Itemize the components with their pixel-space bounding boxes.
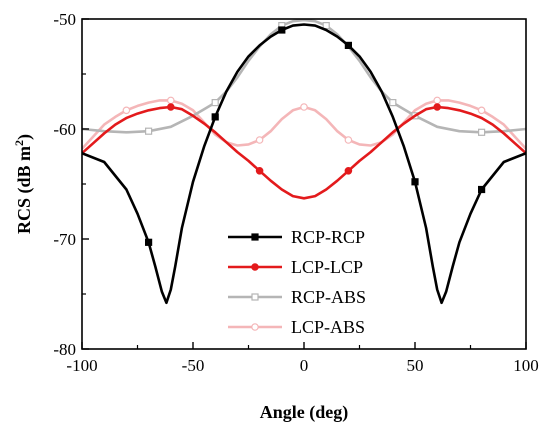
legend-item-rcp-abs: RCP-ABS — [228, 287, 366, 307]
data-point-rcp-rcp — [278, 26, 286, 34]
series-rcp-rcp — [82, 23, 526, 305]
y-axis-title-main: RCS (dB m — [14, 146, 35, 234]
data-point-rcp-abs — [211, 98, 219, 107]
data-point-lcp-lcp — [433, 103, 442, 111]
legend-item-lcp-lcp: LCP-LCP — [228, 257, 363, 277]
x-tick-label: 50 — [407, 356, 424, 375]
legend-label-rcp-abs: RCP-ABS — [291, 287, 366, 307]
legend-marker-lcp-lcp — [251, 263, 259, 271]
series-line-rcp-rcp — [82, 23, 526, 305]
y-axis-title-superscript: 2 — [12, 140, 26, 146]
x-tick-label: 0 — [300, 356, 309, 375]
data-point-lcp-abs — [477, 106, 486, 115]
data-point-rcp-rcp — [211, 113, 219, 121]
y-axis-title-close: ) — [14, 134, 35, 140]
y-tick-label: -80 — [53, 340, 76, 359]
legend-label-lcp-abs: LCP-ABS — [291, 317, 365, 337]
data-point-rcp-abs — [478, 128, 486, 136]
series-rcp-abs — [82, 19, 526, 136]
legend-marker-rcp-abs — [251, 293, 259, 301]
y-axis-title: RCS (dB m2) — [12, 134, 35, 234]
series-lcp-lcp — [82, 103, 526, 200]
y-tick-label: -70 — [53, 230, 76, 249]
data-point-lcp-abs — [344, 136, 353, 144]
x-tick-label: 100 — [513, 356, 539, 375]
data-point-rcp-abs — [322, 22, 330, 30]
series-layer — [82, 19, 526, 305]
data-point-lcp-lcp — [255, 167, 264, 175]
data-point-rcp-rcp — [145, 238, 153, 246]
legend: RCP-RCP LCP-LCP RCP-ABS LCP-ABS — [228, 227, 366, 337]
legend-item-lcp-abs: LCP-ABS — [228, 317, 365, 337]
data-point-lcp-lcp — [344, 167, 353, 175]
series-line-lcp-lcp — [82, 105, 526, 200]
y-tick-label: -60 — [53, 120, 76, 139]
data-point-rcp-rcp — [478, 185, 486, 194]
x-tick-label: -50 — [182, 356, 205, 375]
data-point-rcp-rcp — [344, 41, 352, 50]
data-point-rcp-abs — [145, 127, 153, 135]
data-point-rcp-rcp — [411, 178, 419, 186]
data-point-lcp-abs — [167, 96, 175, 105]
series-line-rcp-abs — [82, 19, 526, 134]
series-lcp-abs — [82, 96, 526, 150]
legend-marker-rcp-rcp — [251, 233, 259, 241]
legend-label-rcp-rcp: RCP-RCP — [291, 227, 365, 247]
legend-marker-lcp-abs — [251, 323, 259, 331]
data-point-lcp-lcp — [167, 103, 175, 111]
plot-area — [82, 19, 526, 349]
data-point-lcp-abs — [300, 103, 308, 111]
legend-item-rcp-rcp: RCP-RCP — [228, 227, 365, 247]
x-tick-label: -100 — [66, 356, 97, 375]
x-axis-title: Angle (deg) — [260, 402, 349, 423]
axes: -100 -50 0 50 100 -80 -70 -60 -50 — [53, 10, 538, 375]
data-point-lcp-abs — [255, 136, 264, 144]
data-point-lcp-abs — [122, 106, 131, 115]
data-point-rcp-abs — [389, 98, 397, 107]
data-point-lcp-abs — [433, 96, 442, 105]
legend-label-lcp-lcp: LCP-LCP — [291, 257, 363, 277]
y-tick-label: -50 — [53, 10, 76, 29]
